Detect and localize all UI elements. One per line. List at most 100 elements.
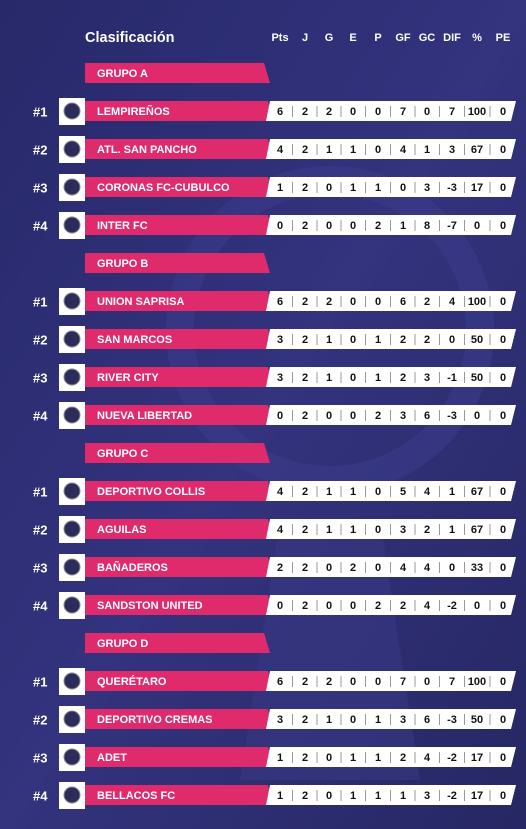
rank: #3 (33, 180, 47, 195)
stat-value: 2 (302, 296, 308, 308)
team-logo-emblem (63, 292, 81, 310)
column-header: J (302, 32, 308, 44)
stat-value: 0 (350, 600, 356, 612)
stat-value: 0 (375, 144, 381, 156)
stat-value: 2 (302, 106, 308, 118)
team-name: QUERÉTARO (97, 675, 167, 688)
team-logo-emblem (63, 216, 81, 234)
team-bar (85, 481, 273, 501)
stat-value: 0 (350, 372, 356, 384)
stat-value: 2 (375, 410, 381, 422)
group-banner (85, 63, 270, 83)
team-name: DEPORTIVO COLLIS (97, 486, 205, 498)
stat-value: 67 (471, 144, 483, 156)
stat-value: 5 (400, 486, 406, 498)
stat-value: 1 (277, 182, 283, 194)
rank: #4 (33, 408, 48, 423)
stat-value: 2 (302, 372, 308, 384)
stat-value: -3 (447, 714, 457, 726)
stat-value: 0 (375, 676, 381, 688)
stat-value: 7 (449, 106, 455, 118)
stat-value: 3 (424, 182, 430, 194)
group-name: GRUPO A (97, 68, 148, 80)
team-name: LEMPIREÑOS (97, 105, 170, 118)
stat-value: 4 (424, 562, 431, 574)
column-header: GF (395, 32, 411, 44)
team-logo-emblem (63, 672, 81, 690)
team-bar (85, 557, 273, 577)
stat-value: 2 (302, 714, 308, 726)
team-name: BELLACOS FC (97, 790, 175, 802)
stat-value: 0 (277, 410, 283, 422)
stat-value: 4 (277, 486, 284, 498)
stat-value: -7 (447, 220, 457, 232)
stat-value: 0 (326, 752, 332, 764)
rank: #3 (33, 750, 47, 765)
group-name: GRUPO B (97, 258, 148, 270)
stat-value: 1 (326, 524, 332, 536)
stat-value: 0 (375, 486, 381, 498)
stat-value: 8 (424, 220, 430, 232)
stat-value: -3 (447, 410, 457, 422)
column-header: Pts (271, 32, 288, 44)
team-name: AGUILAS (97, 524, 147, 536)
stat-value: 6 (424, 714, 430, 726)
stat-value: 0 (326, 600, 332, 612)
rank: #4 (33, 598, 48, 613)
stat-value: 0 (326, 790, 332, 802)
stat-value: 0 (500, 410, 506, 422)
stat-value: 0 (500, 600, 506, 612)
stat-value: 67 (471, 486, 483, 498)
stat-value: 2 (302, 410, 308, 422)
stat-value: 3 (277, 714, 283, 726)
stat-value: 3 (449, 144, 455, 156)
stat-value: 2 (375, 600, 381, 612)
team-bar (85, 785, 273, 805)
column-header: DIF (443, 32, 461, 44)
group-name: GRUPO C (97, 448, 148, 460)
team-name: RIVER CITY (97, 372, 159, 384)
rank: #1 (33, 484, 47, 499)
team-logo-emblem (63, 330, 81, 348)
stat-value: 0 (500, 220, 506, 232)
stat-value: 1 (375, 752, 381, 764)
team-logo-emblem (63, 102, 81, 120)
stat-value: 1 (326, 144, 332, 156)
stat-value: 0 (350, 410, 356, 422)
stat-value: 2 (302, 524, 308, 536)
stat-value: 50 (471, 334, 483, 346)
team-bar (85, 671, 273, 691)
stat-value: 2 (326, 676, 332, 688)
team-name: UNION SAPRISA (97, 296, 184, 308)
stat-value: 1 (424, 144, 430, 156)
stat-value: 0 (375, 562, 381, 574)
stat-value: 0 (350, 296, 356, 308)
stat-value: 0 (350, 334, 356, 346)
rank: #1 (33, 294, 47, 309)
stat-value: 0 (500, 790, 506, 802)
stat-value: 0 (500, 562, 506, 574)
stat-value: 1 (400, 220, 406, 232)
stat-value: 7 (449, 676, 455, 688)
stat-value: 6 (424, 410, 430, 422)
team-bar (85, 101, 273, 121)
stat-value: 0 (500, 372, 506, 384)
stat-value: 2 (350, 562, 356, 574)
stat-value: 0 (474, 600, 480, 612)
stat-value: 4 (400, 562, 407, 574)
stat-value: 0 (500, 714, 506, 726)
team-name: INTER FC (97, 220, 148, 232)
team-logo-emblem (63, 178, 81, 196)
stat-value: 0 (375, 106, 381, 118)
stat-value: 1 (375, 182, 381, 194)
stat-value: 2 (375, 220, 381, 232)
stat-value: 50 (471, 714, 483, 726)
stat-value: -2 (447, 790, 457, 802)
stat-value: 0 (500, 144, 506, 156)
stat-value: 2 (302, 676, 308, 688)
stat-value: 1 (375, 790, 381, 802)
stat-value: -2 (447, 600, 457, 612)
stat-value: 1 (326, 334, 332, 346)
